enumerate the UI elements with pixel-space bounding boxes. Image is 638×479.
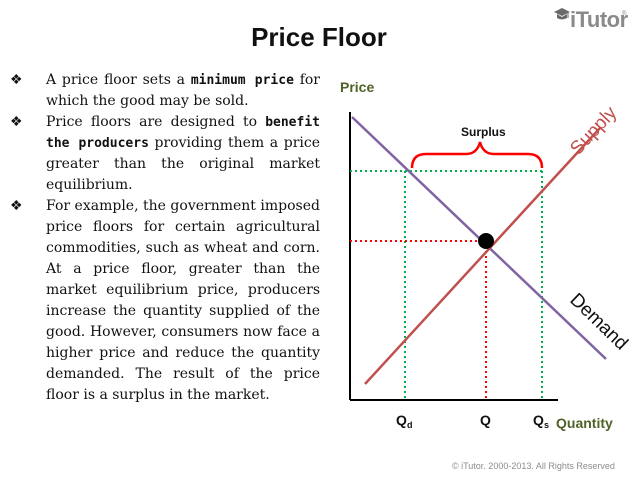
y-axis-label: Price	[340, 79, 374, 95]
demand-label: Demand	[566, 289, 632, 354]
q-label: Q	[480, 412, 491, 428]
logo-text: iTutor	[570, 7, 628, 32]
slide-title: Price Floor	[251, 22, 387, 52]
qs-label: Q	[533, 412, 544, 428]
qd-label: Q	[396, 412, 407, 428]
bullet-text: for which the good may be sold.	[46, 72, 320, 109]
surplus-label: Surplus	[461, 125, 506, 139]
qs-subscript: s	[544, 420, 549, 430]
copyright-footer: © iTutor. 2000-2013. All Rights Reserved	[452, 461, 615, 471]
bullet-item: ❖ Price floors are designed to benefit th…	[8, 112, 320, 196]
bullet-text: A price floor sets a	[46, 72, 191, 88]
bullet-list: ❖ A price floor sets a minimum price for …	[8, 70, 320, 406]
bullet-emphasis: minimum price	[190, 73, 294, 88]
itutor-logo: iTutor ®	[554, 5, 632, 39]
diamond-bullet-icon: ❖	[10, 198, 23, 214]
supply-curve	[364, 127, 601, 385]
equilibrium-point	[478, 233, 494, 249]
bullet-emphasis: benefit the producers	[46, 115, 320, 151]
diamond-bullet-icon: ❖	[10, 114, 23, 130]
bullet-item: ❖ A price floor sets a minimum price for …	[8, 70, 320, 112]
diamond-bullet-icon: ❖	[10, 72, 23, 88]
bullet-text: providing them a price greater than the …	[46, 135, 321, 193]
bullet-text: For example, the government imposed pric…	[46, 198, 320, 403]
bullet-text: Price floors are designed to	[46, 114, 266, 130]
logo-registered-mark: ®	[622, 11, 627, 17]
qd-subscript: d	[407, 420, 413, 430]
graduation-cap-icon	[554, 8, 570, 20]
supply-label: Supply	[566, 102, 621, 159]
bullet-item: ❖ For example, the government imposed pri…	[8, 196, 320, 406]
x-axis-label: Quantity	[556, 415, 613, 431]
surplus-brace	[410, 141, 544, 169]
